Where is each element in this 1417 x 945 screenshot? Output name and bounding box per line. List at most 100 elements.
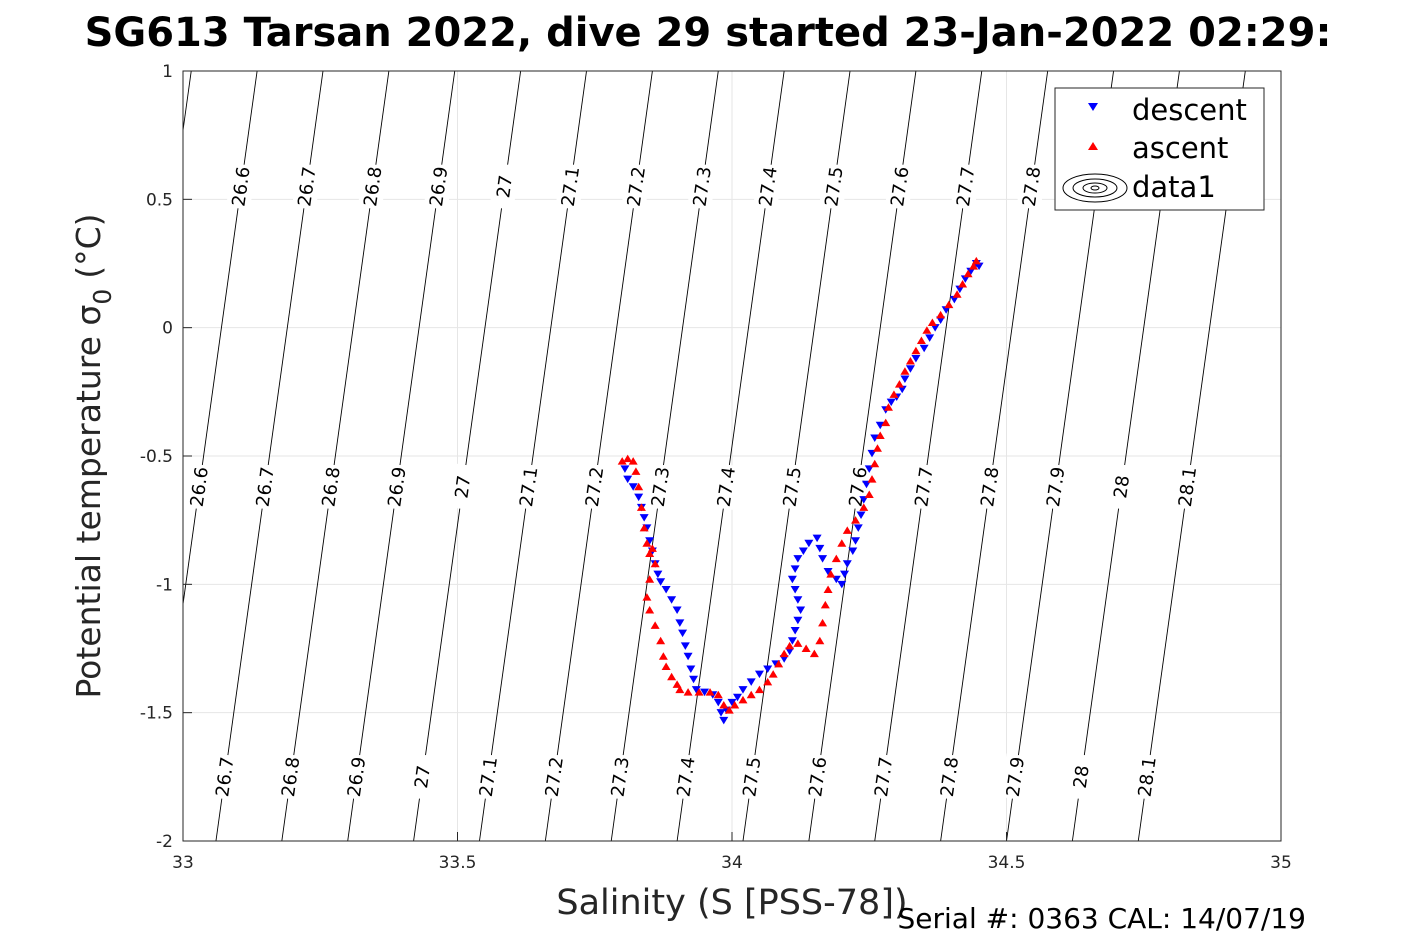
descent-point: [790, 627, 800, 635]
ascent-point: [971, 256, 981, 265]
descent-point: [905, 365, 915, 373]
descent-point: [875, 421, 885, 430]
isopycnal-label: 26.7: [209, 753, 240, 801]
y-axis-label-main: Potential temperature σ: [69, 305, 108, 699]
x-axis-ticks: 33 33.5 34 34.5 35: [172, 832, 1292, 873]
isopycnal-label: 27.9: [1040, 463, 1071, 511]
y-axis-label-unit: (°C): [69, 213, 108, 278]
ascent-point: [870, 459, 880, 468]
ascent-point: [634, 482, 644, 491]
isopycnal-label: 26.8: [275, 753, 306, 801]
isopycnal-label: 27.9: [1000, 753, 1031, 801]
isopycnal-label-text: 28: [1070, 764, 1094, 790]
descent-point: [862, 480, 872, 489]
isopycnal-label-bg: [950, 163, 981, 210]
descent-point: [793, 616, 803, 625]
ascent-point: [872, 444, 882, 452]
isopycnal-label-bg: [1000, 753, 1031, 801]
descent-point: [955, 285, 965, 294]
legend-data1-marker: [1062, 173, 1128, 203]
y-tick-label: -2: [156, 832, 173, 852]
descent-point: [851, 537, 861, 545]
isopycnal-label: 26.8: [316, 463, 346, 511]
isopycnal-label-bg: [687, 163, 718, 210]
legend-ascent-label: ascent: [1132, 131, 1228, 165]
isopycnal-label-bg: [645, 463, 676, 511]
descent-point: [763, 665, 773, 674]
ascent-point: [683, 688, 693, 696]
ascent-point: [656, 636, 666, 645]
ascent-point: [636, 503, 646, 511]
descent-point: [853, 524, 863, 532]
y-axis-ticks: -2 -1.5 -1 -0.5 0 0.5 1: [140, 62, 192, 852]
isopycnal-label-bg: [382, 463, 412, 511]
descent-point: [941, 306, 951, 314]
ascent-point: [801, 644, 811, 652]
descent-point: [645, 537, 655, 545]
ascent-point: [719, 700, 729, 709]
ascent-point: [809, 649, 819, 658]
isopycnal-label-bg: [579, 463, 610, 511]
isopycnal-label-bg: [884, 163, 915, 210]
serial-footer: Serial #: 0363 CAL: 14/07/19: [898, 902, 1306, 935]
y-axis-label-subscript: 0: [88, 289, 117, 305]
descent-point: [672, 606, 682, 614]
data-points: [617, 256, 984, 725]
isopycnal-label: 27.3: [605, 753, 636, 801]
descent-point: [680, 642, 690, 650]
ascent-point: [661, 662, 671, 670]
x-tick-label: 33: [172, 853, 194, 873]
isopycnal-label-bg: [1172, 463, 1203, 511]
y-tick-label: 0: [162, 319, 173, 339]
isopycnal-label-bg: [555, 163, 586, 210]
ascent-point: [667, 672, 677, 681]
isopycnal-label-bg: [316, 463, 346, 511]
isopycnal-label-bg: [226, 163, 256, 210]
x-tick-label: 35: [1270, 853, 1292, 873]
descent-point: [691, 686, 701, 694]
isopycnal-label: 28.1: [1132, 753, 1163, 801]
isopycnal-label: 27.8: [974, 463, 1005, 511]
isopycnal-label-bg: [489, 163, 520, 210]
isopycnal-label-bg: [909, 463, 939, 511]
descent-point: [678, 629, 688, 638]
isopycnal-label-bg: [539, 753, 570, 801]
isopycnal-label-bg: [357, 163, 388, 210]
descent-point: [746, 678, 756, 686]
descent-point: [925, 334, 935, 342]
ascent-point: [672, 680, 682, 688]
ascent-point: [642, 539, 652, 547]
ascent-point: [881, 418, 891, 427]
isopycnal-label: 27: [489, 163, 520, 210]
isopycnal-label: 27.7: [909, 463, 939, 511]
descent-point: [639, 514, 649, 522]
ascent-point: [905, 357, 915, 365]
descent-point: [785, 647, 795, 656]
ascent-point: [952, 290, 962, 298]
descent-point: [793, 596, 803, 604]
isopycnal-label-bg: [250, 463, 281, 511]
isopycnal-label-bg: [407, 753, 438, 801]
descent-point: [897, 385, 907, 394]
ascent-point: [859, 503, 869, 511]
ascent-point: [818, 618, 828, 627]
ascent-point: [768, 670, 778, 678]
descent-point: [818, 555, 828, 563]
isopycnal-label-bg: [974, 463, 1005, 511]
descent-point: [812, 534, 822, 543]
density-contour-labels: 26.6 26.6 26.7 26.7 26.7 26.8 26.8 26.8 26.9 26.9…: [184, 163, 1245, 801]
descent-point: [713, 698, 723, 707]
descent-point: [815, 544, 825, 553]
descent-point: [840, 570, 850, 579]
isopycnal-label: 27.6: [884, 163, 915, 210]
x-axis-label: Salinity (S [PSS-78]): [556, 883, 907, 923]
ascent-point: [650, 621, 660, 629]
isopycnal-label-bg: [1132, 753, 1163, 801]
x-tick-label: 34.5: [988, 853, 1026, 873]
ascent-point: [958, 280, 968, 288]
isopycnal-label: 27.3: [687, 163, 718, 210]
ascent-point: [916, 336, 926, 344]
descent-point: [974, 262, 984, 271]
descent-point: [653, 570, 663, 579]
